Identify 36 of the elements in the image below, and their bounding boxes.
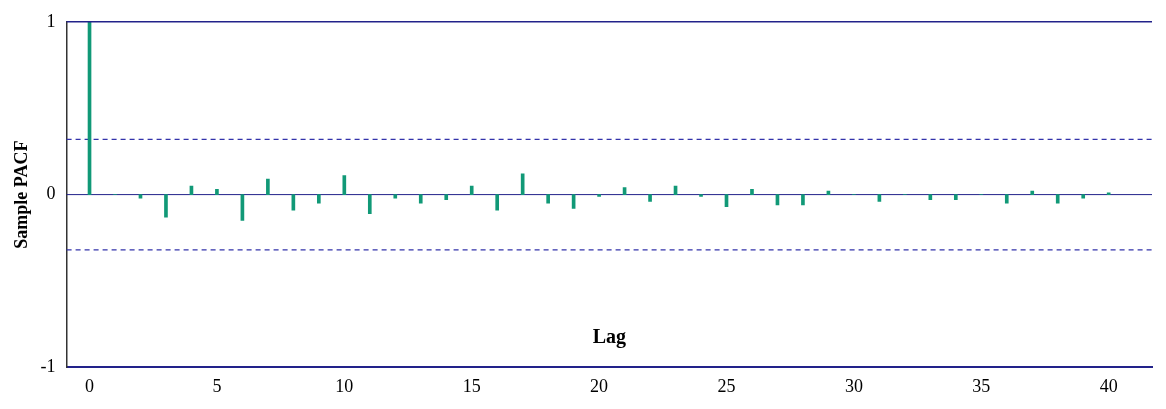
x-axis-title: Lag: [592, 324, 626, 348]
bar: [393, 194, 398, 199]
x-tick-label: 30: [844, 375, 863, 396]
bar: [750, 189, 754, 195]
bar: [1081, 194, 1086, 199]
bar: [342, 175, 347, 195]
x-tick-label: 15: [462, 375, 481, 396]
x-tick-label: 0: [85, 375, 95, 396]
bar: [418, 194, 423, 204]
bar: [469, 185, 474, 195]
y-tick-label: 1: [46, 10, 56, 31]
bar: [317, 194, 321, 204]
bar: [164, 194, 168, 218]
x-tick-label: 20: [590, 375, 609, 396]
bar: [367, 194, 372, 214]
bar: [546, 194, 550, 204]
x-tick-label: 35: [972, 375, 991, 396]
bar: [1004, 194, 1009, 204]
bar: [444, 194, 449, 201]
x-tick-label: 25: [717, 375, 736, 396]
y-tick-label: -1: [40, 356, 56, 377]
bar: [648, 194, 652, 202]
bar: [597, 194, 601, 197]
y-axis-title: Sample PACF: [11, 140, 32, 249]
y-tick-label: 0: [46, 183, 56, 204]
bar: [699, 194, 703, 197]
x-tick-label: 40: [1099, 375, 1118, 396]
bar: [953, 194, 958, 201]
x-tick-label: 5: [212, 375, 222, 396]
bar: [801, 194, 805, 206]
x-tick-label: 10: [335, 375, 354, 396]
bar: [1055, 194, 1060, 204]
bar: [266, 178, 270, 195]
bar: [1030, 190, 1035, 195]
bar: [215, 189, 219, 195]
bar: [495, 194, 500, 211]
